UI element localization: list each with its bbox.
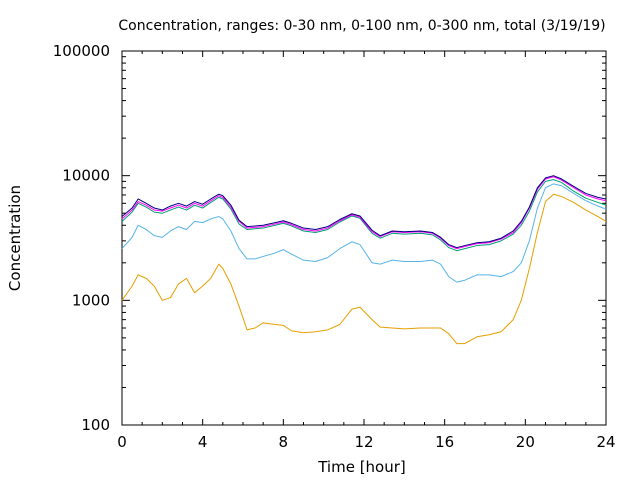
series-line (121, 183, 607, 283)
y-tick-label: 100 (81, 416, 110, 434)
y-tick-label: 10000 (62, 167, 110, 185)
series-line (121, 176, 607, 250)
plot-frame (121, 50, 607, 426)
x-tick-label: 24 (596, 433, 615, 451)
y-tick-label: 100000 (53, 42, 110, 60)
series-line (121, 179, 607, 252)
y-axis-label: Concentration (6, 185, 24, 291)
chart-title: Concentration, ranges: 0-30 nm, 0-100 nm… (118, 18, 605, 34)
x-tick-label: 12 (354, 433, 373, 451)
y-tick-label: 1000 (72, 291, 110, 309)
x-tick-label: 0 (117, 433, 127, 451)
x-ticks: 0 4 8 12 16 20 24 (117, 51, 616, 451)
x-tick-label: 8 (279, 433, 289, 451)
y-ticks: 100 1000 10000 100000 (53, 42, 606, 434)
series-lines (121, 175, 607, 345)
series-line (121, 175, 607, 249)
x-tick-label: 16 (435, 433, 454, 451)
x-tick-label: 4 (198, 433, 208, 451)
x-axis-label: Time [hour] (317, 458, 406, 476)
x-tick-label: 20 (516, 433, 535, 451)
series-line (121, 193, 607, 345)
